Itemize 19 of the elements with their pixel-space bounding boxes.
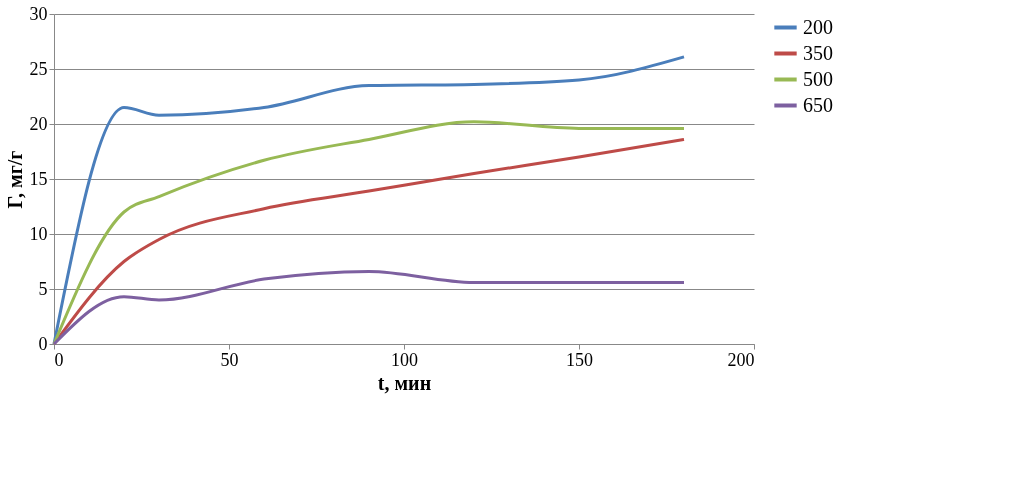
y-tick-label: 25: [29, 58, 48, 79]
legend-label: 650: [803, 93, 833, 116]
x-tick-label: 0: [54, 349, 64, 370]
legend-label: 350: [803, 41, 833, 64]
x-tick-label: 50: [220, 349, 239, 370]
x-tick-label: 150: [566, 349, 593, 370]
y-tick-label: 15: [29, 168, 48, 189]
y-axis-title: Г, мг/г: [3, 150, 26, 209]
x-tick-label: 100: [391, 349, 418, 370]
y-tick-label: 20: [29, 113, 48, 134]
y-tick-label: 10: [29, 223, 48, 244]
x-axis-title: t, мин: [377, 371, 432, 394]
legend-label: 200: [803, 15, 833, 38]
x-tick-label: 200: [727, 349, 755, 370]
y-tick-label: 30: [29, 3, 48, 24]
y-tick-label: 0: [38, 333, 48, 354]
y-tick-label: 5: [38, 278, 48, 299]
legend-label: 500: [803, 67, 833, 90]
line-series: [52, 269, 686, 346]
